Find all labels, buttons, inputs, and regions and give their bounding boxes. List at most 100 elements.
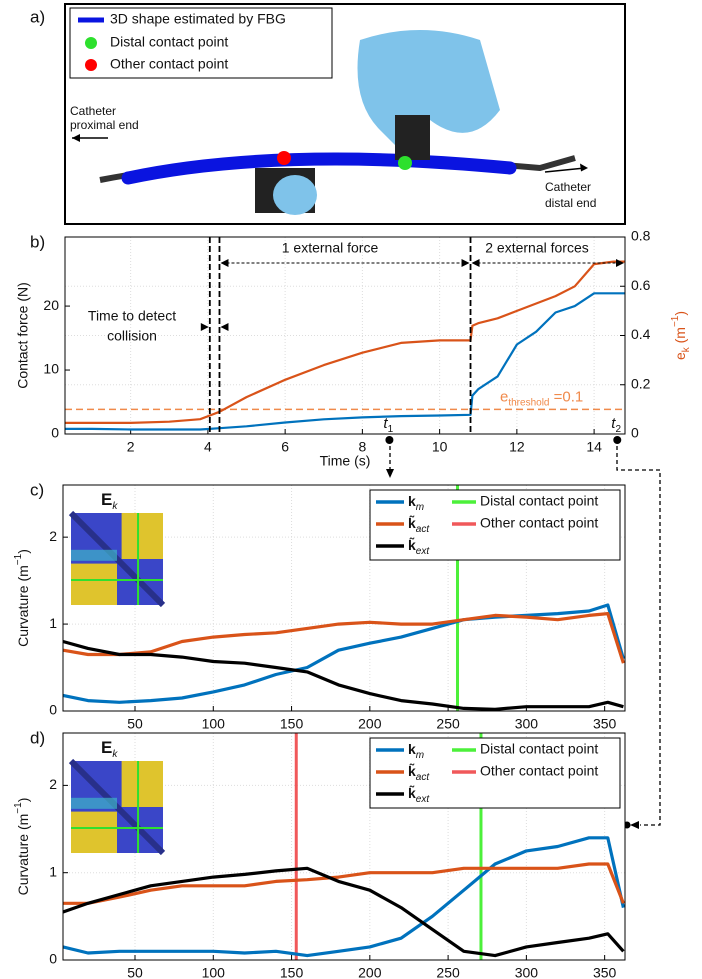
text-part: m bbox=[416, 750, 424, 761]
x-tick-label: 4 bbox=[204, 439, 212, 455]
text-part: =0.1 bbox=[549, 388, 583, 405]
photo-note: Catheter bbox=[545, 180, 591, 194]
text-part: k bbox=[408, 493, 416, 509]
text-part: e bbox=[500, 388, 508, 405]
legend-box bbox=[369, 737, 621, 809]
data-line bbox=[62, 836, 625, 958]
inset-title: Ek bbox=[101, 490, 118, 512]
x-tick-label: 300 bbox=[515, 965, 539, 979]
x-tick-label: 200 bbox=[358, 965, 382, 979]
catheter-shape bbox=[121, 152, 517, 185]
data-line bbox=[62, 612, 625, 664]
inset-block bbox=[121, 513, 163, 559]
y2-axis-label: ek (m−1) bbox=[670, 311, 692, 360]
photo-scene bbox=[72, 30, 588, 215]
arrow-right bbox=[544, 167, 586, 173]
text-part: k bbox=[681, 346, 692, 352]
arrowhead bbox=[630, 821, 639, 829]
data-line bbox=[62, 639, 624, 711]
x-tick-label: 2 bbox=[127, 439, 135, 455]
photo-legend bbox=[69, 7, 333, 79]
x-axis-label: Time (s) bbox=[320, 453, 371, 469]
y-axis-label: Curvature (m−1) bbox=[13, 549, 31, 647]
text-part: E bbox=[101, 738, 112, 757]
arrowhead bbox=[220, 323, 229, 331]
inset-band bbox=[71, 549, 117, 561]
y-tick-label: 2 bbox=[49, 776, 57, 792]
text-part: −1 bbox=[13, 802, 24, 814]
legend-label: Other contact point bbox=[480, 515, 598, 531]
annotation: 1 external force bbox=[282, 240, 379, 256]
text-part: ext bbox=[416, 794, 431, 805]
x-tick-label: 350 bbox=[593, 965, 617, 979]
arrowhead bbox=[616, 259, 624, 267]
text-part: threshold bbox=[508, 398, 549, 409]
panel-label: c) bbox=[30, 480, 44, 499]
annotation: 2 external forces bbox=[485, 240, 589, 256]
photo-note: proximal end bbox=[70, 118, 139, 132]
text-part: E bbox=[101, 490, 112, 509]
legend-label: Distal contact point bbox=[480, 493, 598, 509]
text-part: k̃ bbox=[408, 514, 416, 531]
text-part: −1 bbox=[13, 553, 24, 565]
panel-label: d) bbox=[30, 728, 45, 747]
text-part: k bbox=[112, 749, 118, 760]
text-part: t bbox=[611, 415, 616, 432]
legend-dot bbox=[85, 59, 97, 71]
arrowhead bbox=[386, 469, 394, 478]
inset-block bbox=[71, 563, 117, 605]
y-axis-label: Contact force (N) bbox=[15, 282, 31, 389]
legend-label: Other contact point bbox=[480, 763, 598, 779]
x-tick-label: 10 bbox=[432, 439, 448, 455]
photo-note: Catheter bbox=[70, 104, 116, 118]
arrowhead bbox=[461, 259, 470, 267]
photo-note: distal end bbox=[545, 196, 596, 210]
x-tick-label: 100 bbox=[202, 965, 226, 979]
text-part: −1 bbox=[670, 315, 681, 327]
text-part: 2 bbox=[615, 424, 621, 435]
x-tick-label: 150 bbox=[280, 965, 304, 979]
arrowhead bbox=[471, 259, 480, 267]
y-axis-label: Curvature (m−1) bbox=[13, 798, 31, 896]
connector bbox=[616, 446, 661, 826]
legend-text: Distal contact point bbox=[110, 34, 228, 50]
text-part: k̃ bbox=[408, 784, 416, 801]
arrowhead bbox=[200, 323, 209, 331]
text-part: k̃ bbox=[408, 536, 416, 553]
text-part: ) bbox=[672, 311, 688, 316]
x-tick-label: 6 bbox=[281, 439, 289, 455]
time-label: t2 bbox=[611, 415, 621, 435]
x-tick-label: 12 bbox=[509, 439, 525, 455]
upper-glove bbox=[357, 30, 500, 150]
y-tick-label: 0 bbox=[49, 951, 57, 967]
plot-frame bbox=[64, 236, 626, 435]
text-part: t bbox=[383, 415, 388, 432]
y-tick-label: 1 bbox=[49, 615, 57, 631]
x-tick-label: 350 bbox=[593, 716, 617, 732]
x-tick-label: 150 bbox=[280, 716, 304, 732]
x-tick-label: 50 bbox=[127, 965, 143, 979]
text-part: k bbox=[112, 501, 118, 512]
y-tick-label: 0 bbox=[51, 425, 59, 441]
panel-label: b) bbox=[30, 232, 45, 251]
time-marker bbox=[385, 436, 394, 444]
legend-box bbox=[369, 489, 621, 561]
arrowhead bbox=[72, 134, 80, 142]
text-part: act bbox=[416, 524, 431, 535]
legend-text: 3D shape estimated by FBG bbox=[110, 11, 286, 27]
pressing-block bbox=[395, 115, 430, 160]
x-tick-label: 100 bbox=[202, 716, 226, 732]
text-part: k bbox=[408, 741, 416, 757]
text-part: 1 bbox=[388, 424, 394, 435]
text-part: ext bbox=[416, 546, 431, 557]
text-part: Curvature (m bbox=[15, 565, 31, 647]
x-tick-label: 250 bbox=[436, 965, 460, 979]
arrowhead bbox=[220, 259, 229, 267]
x-tick-label: 14 bbox=[586, 439, 602, 455]
y2-tick-label: 0.4 bbox=[631, 326, 651, 342]
text-part: Curvature (m bbox=[15, 814, 31, 896]
data-line bbox=[62, 866, 625, 958]
y2-tick-label: 0.8 bbox=[631, 228, 651, 244]
y-tick-label: 0 bbox=[49, 702, 57, 718]
